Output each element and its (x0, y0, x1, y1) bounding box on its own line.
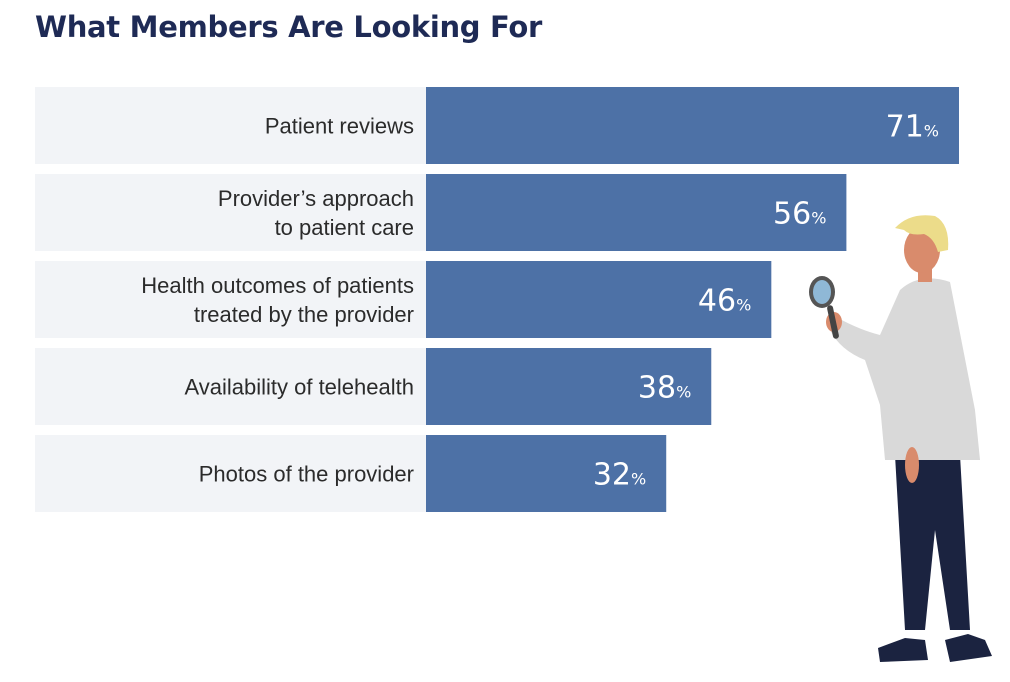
category-label: Provider’s approach (218, 186, 414, 211)
category-label-bg (35, 261, 426, 338)
category-label: Health outcomes of patients (141, 273, 414, 298)
value-label: 46% (698, 284, 751, 319)
bar (426, 261, 772, 338)
person-illustration (809, 215, 992, 662)
hand (905, 447, 919, 483)
category-label: to patient care (275, 215, 414, 240)
right-shoe (945, 634, 992, 662)
category-label: Availability of telehealth (184, 375, 414, 400)
magnifying-glass-icon (809, 276, 839, 339)
category-label-bg (35, 348, 426, 425)
value-label: 38% (638, 371, 691, 406)
bar (426, 435, 667, 512)
category-label: Photos of the provider (199, 462, 414, 487)
bar (426, 174, 847, 251)
category-label: treated by the provider (194, 302, 414, 327)
hair (895, 215, 949, 252)
bar (426, 348, 712, 425)
category-label-bg (35, 87, 426, 164)
chart-title: What Members Are Looking For (35, 10, 543, 44)
category-label-bg (35, 435, 426, 512)
category-label-bg (35, 174, 426, 251)
category-label: Patient reviews (265, 114, 414, 139)
value-label: 71% (886, 110, 939, 145)
pants (895, 455, 970, 630)
left-shoe (878, 638, 928, 662)
shirt (830, 278, 980, 460)
value-label: 32% (593, 458, 646, 493)
bar (426, 87, 959, 164)
value-label: 56% (773, 197, 826, 232)
